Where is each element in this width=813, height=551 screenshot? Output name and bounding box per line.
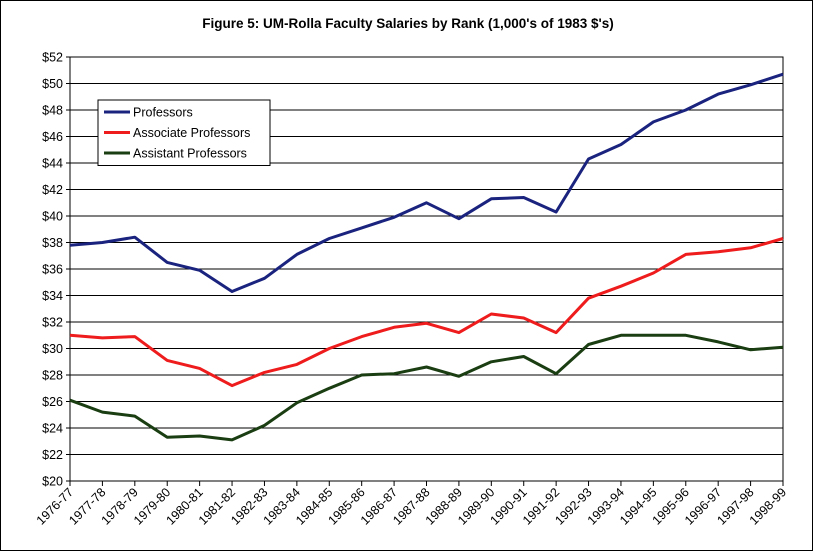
x-axis-ticks: 1976-771977-781978-791979-801980-811981-… <box>34 481 789 528</box>
y-tick-label: $42 <box>42 183 63 197</box>
legend-label: Assistant Professors <box>133 147 247 161</box>
y-tick-label: $22 <box>42 448 63 462</box>
series-line-professors <box>69 72 784 293</box>
legend-label: Associate Professors <box>133 126 250 140</box>
y-tick-label: $28 <box>42 369 63 383</box>
y-tick-label: $36 <box>42 263 63 277</box>
y-tick-label: $40 <box>42 210 63 224</box>
y-tick-label: $30 <box>42 342 63 356</box>
y-tick-label: $46 <box>42 130 63 144</box>
y-tick-label: $20 <box>42 475 63 489</box>
y-tick-label: $50 <box>42 77 63 91</box>
chart-title: Figure 5: UM-Rolla Faculty Salaries by R… <box>202 16 614 31</box>
y-tick-label: $44 <box>42 157 63 171</box>
y-tick-label: $32 <box>42 316 63 330</box>
y-tick-label: $34 <box>42 289 63 303</box>
legend-label: Professors <box>133 106 193 120</box>
legend: Professors Associate Professors Assistant … <box>97 99 271 166</box>
y-tick-label: $48 <box>42 104 63 118</box>
y-tick-label: $52 <box>42 51 63 65</box>
y-tick-label: $38 <box>42 236 63 250</box>
series-line-associate-professors <box>69 237 784 388</box>
series-line-assistant-professors <box>69 333 784 442</box>
y-axis-ticks: $20 $22 $24 $26 $28 $30 $32 $34 $36 $38 $40 $42 $44 $… <box>42 51 70 489</box>
y-tick-label: $26 <box>42 395 63 409</box>
y-tick-label: $24 <box>42 422 63 436</box>
series-lines <box>69 72 784 442</box>
